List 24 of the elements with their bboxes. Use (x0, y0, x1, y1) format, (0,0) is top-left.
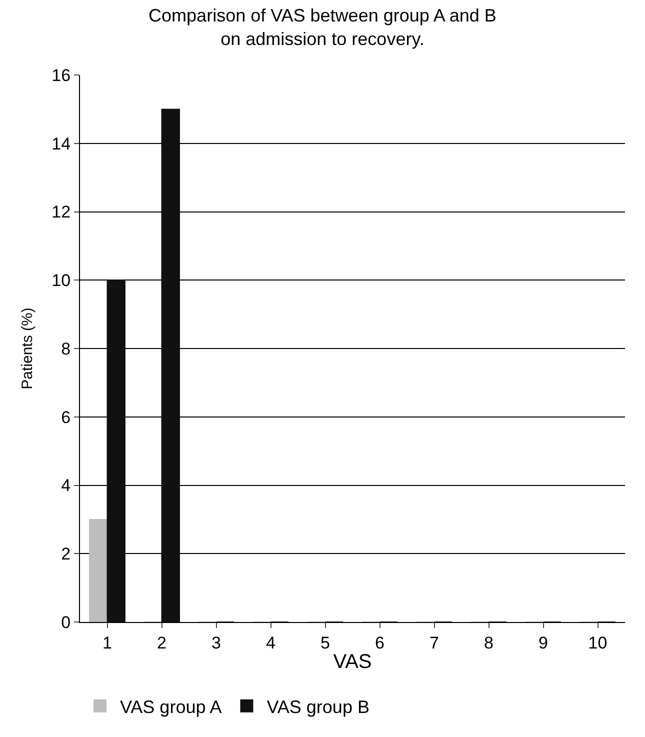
x-tick-label: 9 (538, 633, 548, 652)
x-tick-label: 2 (157, 633, 166, 652)
y-tick-label: 2 (61, 544, 71, 564)
x-tick-label: 7 (430, 633, 439, 652)
y-tick-label: 16 (52, 66, 71, 85)
y-axis-title: Patients (%) (18, 308, 36, 390)
y-tick-label: 4 (61, 476, 71, 496)
y-tick-label: 14 (52, 134, 71, 154)
x-tick-label: 6 (375, 633, 384, 652)
chart-title: Comparison of VAS between group A and B on admission to recovery. (148, 6, 496, 49)
x-axis-title: VAS (333, 650, 372, 673)
y-tick-label: 6 (61, 408, 71, 427)
legend-label: VAS group A (120, 696, 222, 717)
y-tick-label: 8 (61, 339, 71, 358)
y-tick-label: 10 (52, 271, 71, 290)
legend-label: VAS group B (266, 696, 370, 717)
x-tick-label: 4 (266, 633, 276, 652)
y-tick-label: 0 (61, 612, 71, 632)
y-tick-label: 12 (52, 202, 71, 222)
x-tick-label: 1 (102, 633, 112, 652)
x-tick-label: 8 (484, 633, 494, 652)
x-tick-label: 10 (588, 633, 608, 652)
x-tick-label: 5 (320, 633, 330, 652)
x-tick-label: 3 (212, 633, 221, 652)
